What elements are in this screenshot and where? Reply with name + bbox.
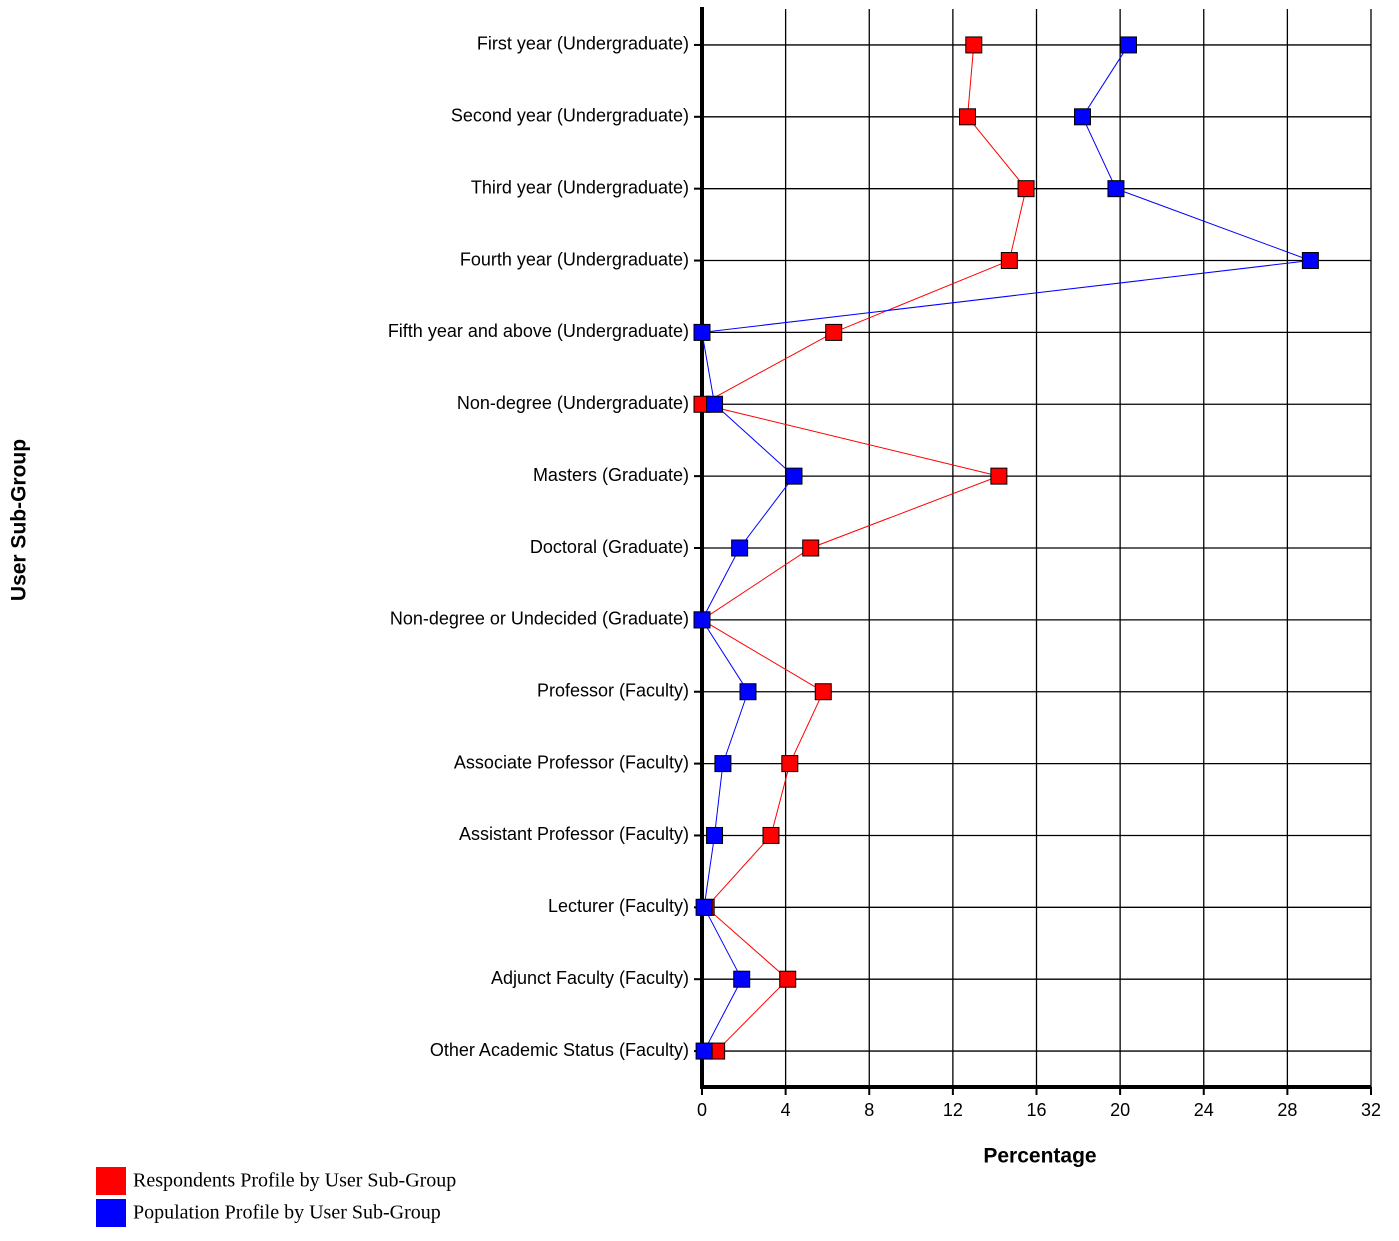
marker <box>779 970 797 988</box>
legend-label: Population Profile by User Sub-Group <box>133 1202 441 1224</box>
y-tick-label: Fifth year and above (Undergraduate) <box>388 321 689 341</box>
marker <box>1107 180 1125 198</box>
marker <box>695 1042 713 1060</box>
marker <box>802 539 820 557</box>
y-tick-label: First year (Undergraduate) <box>477 34 689 54</box>
y-axis-label: User Sub-Group <box>8 439 31 601</box>
marker <box>990 467 1008 485</box>
x-tick-label: 20 <box>1110 1100 1130 1120</box>
marker <box>731 539 749 557</box>
x-tick-label: 8 <box>864 1100 874 1120</box>
marker <box>762 826 780 844</box>
x-tick-label: 28 <box>1277 1100 1297 1120</box>
x-tick-label: 24 <box>1194 1100 1214 1120</box>
marker <box>1017 180 1035 198</box>
x-tick-label: 32 <box>1361 1100 1381 1120</box>
y-tick-label: Associate Professor (Faculty) <box>454 752 689 772</box>
x-tick-label: 0 <box>697 1100 707 1120</box>
marker <box>1073 108 1091 126</box>
y-tick-label: Second year (Undergraduate) <box>451 106 689 126</box>
marker <box>785 467 803 485</box>
y-tick-label: Other Academic Status (Faculty) <box>430 1040 689 1060</box>
marker <box>1000 252 1018 270</box>
y-tick-label: Adjunct Faculty (Faculty) <box>491 968 689 988</box>
y-tick-label: Fourth year (Undergraduate) <box>460 249 689 269</box>
x-tick-label: 12 <box>943 1100 963 1120</box>
marker <box>693 323 711 341</box>
marker <box>693 611 711 629</box>
marker <box>965 36 983 54</box>
y-tick-label: Lecturer (Faculty) <box>548 896 689 916</box>
legend-swatch <box>96 1167 126 1195</box>
y-tick-label: Doctoral (Graduate) <box>530 537 689 557</box>
y-tick-label: Assistant Professor (Faculty) <box>459 824 689 844</box>
marker <box>695 898 713 916</box>
legend-label: Respondents Profile by User Sub-Group <box>133 1170 456 1192</box>
marker <box>814 683 832 701</box>
y-tick-label: Professor (Faculty) <box>537 680 689 700</box>
x-tick-label: 4 <box>781 1100 791 1120</box>
marker <box>706 395 724 413</box>
legend-swatch <box>96 1199 126 1227</box>
marker <box>733 970 751 988</box>
marker <box>739 683 757 701</box>
y-tick-label: Non-degree (Undergraduate) <box>457 393 689 413</box>
marker <box>959 108 977 126</box>
x-tick-label: 16 <box>1026 1100 1046 1120</box>
y-tick-label: Non-degree or Undecided (Graduate) <box>390 609 689 629</box>
marker <box>1119 36 1137 54</box>
marker <box>714 755 732 773</box>
x-axis-label: Percentage <box>983 1145 1096 1168</box>
marker <box>825 323 843 341</box>
marker <box>781 755 799 773</box>
y-tick-label: Third year (Undergraduate) <box>471 177 689 197</box>
y-tick-label: Masters (Graduate) <box>533 465 689 485</box>
marker <box>706 826 724 844</box>
marker <box>1301 252 1319 270</box>
